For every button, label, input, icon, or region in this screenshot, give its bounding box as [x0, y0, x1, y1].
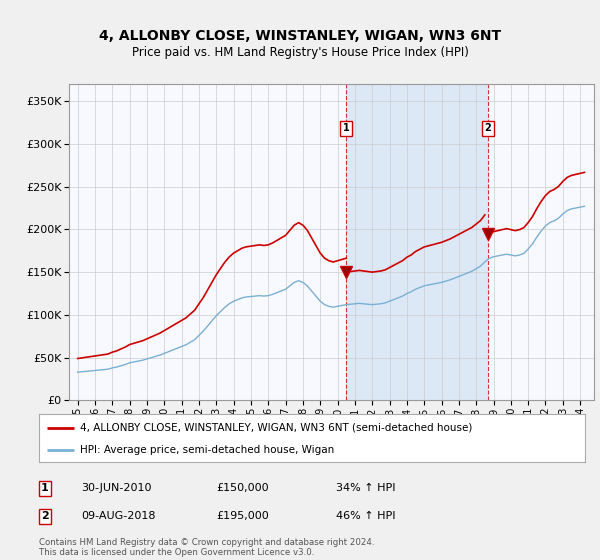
Text: HPI: Average price, semi-detached house, Wigan: HPI: Average price, semi-detached house,… — [80, 445, 334, 455]
Text: Price paid vs. HM Land Registry's House Price Index (HPI): Price paid vs. HM Land Registry's House … — [131, 46, 469, 59]
Text: 2: 2 — [41, 511, 49, 521]
Text: £150,000: £150,000 — [216, 483, 269, 493]
Text: 1: 1 — [343, 123, 350, 133]
Text: 46% ↑ HPI: 46% ↑ HPI — [336, 511, 395, 521]
Text: 09-AUG-2018: 09-AUG-2018 — [81, 511, 155, 521]
Bar — [346, 84, 488, 400]
Text: Contains HM Land Registry data © Crown copyright and database right 2024.
This d: Contains HM Land Registry data © Crown c… — [39, 538, 374, 557]
Text: 34% ↑ HPI: 34% ↑ HPI — [336, 483, 395, 493]
Text: 4, ALLONBY CLOSE, WINSTANLEY, WIGAN, WN3 6NT: 4, ALLONBY CLOSE, WINSTANLEY, WIGAN, WN3… — [99, 29, 501, 44]
Text: £195,000: £195,000 — [216, 511, 269, 521]
Text: 2: 2 — [484, 123, 491, 133]
Text: 4, ALLONBY CLOSE, WINSTANLEY, WIGAN, WN3 6NT (semi-detached house): 4, ALLONBY CLOSE, WINSTANLEY, WIGAN, WN3… — [80, 423, 472, 433]
Text: 30-JUN-2010: 30-JUN-2010 — [81, 483, 151, 493]
Text: 1: 1 — [41, 483, 49, 493]
